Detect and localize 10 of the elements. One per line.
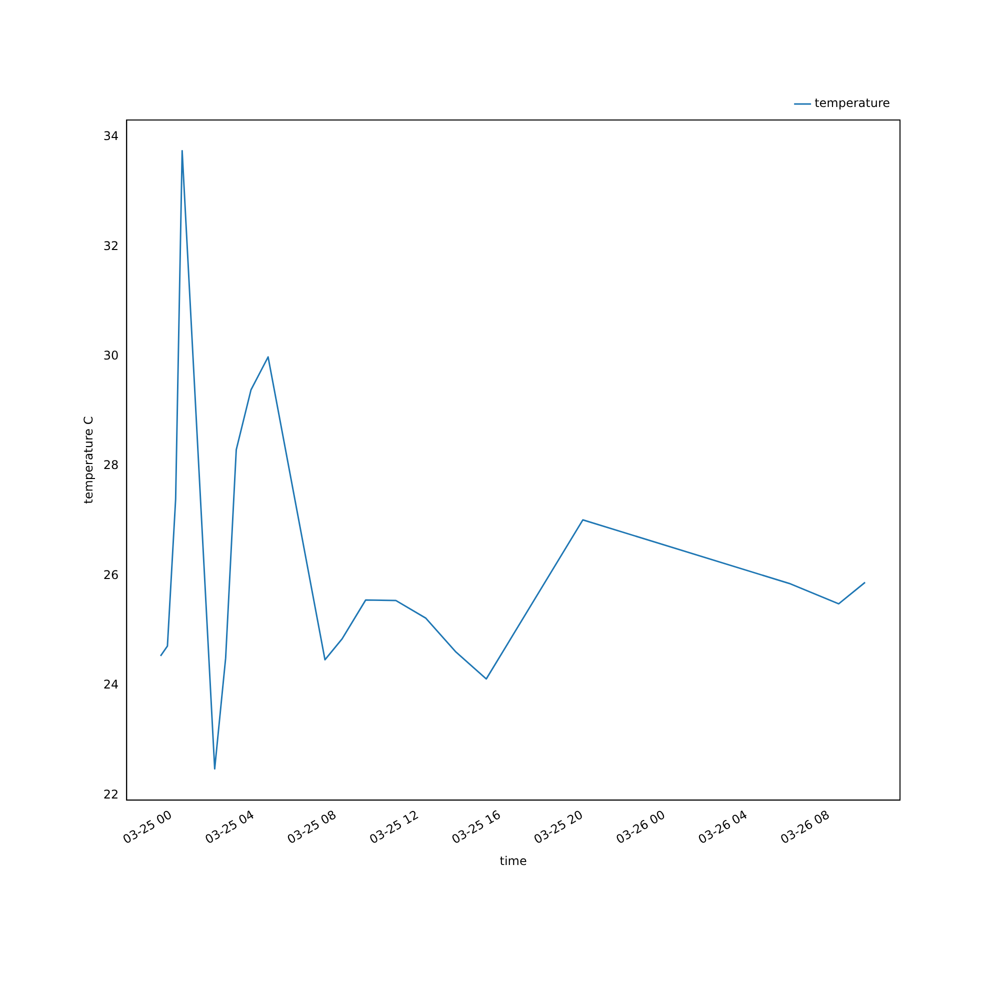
y-tick-label: 24 xyxy=(103,678,119,692)
y-tick-label: 32 xyxy=(103,238,119,253)
y-tick-label: 26 xyxy=(103,568,119,582)
y-tick-label: 30 xyxy=(103,348,119,363)
y-tick-label: 28 xyxy=(103,458,119,472)
legend-label: temperature xyxy=(814,96,890,110)
y-tick-label: 22 xyxy=(103,787,119,802)
y-tick-label: 34 xyxy=(103,129,119,144)
x-axis-title: time xyxy=(500,854,527,868)
y-axis-title: temperature C xyxy=(81,416,96,504)
